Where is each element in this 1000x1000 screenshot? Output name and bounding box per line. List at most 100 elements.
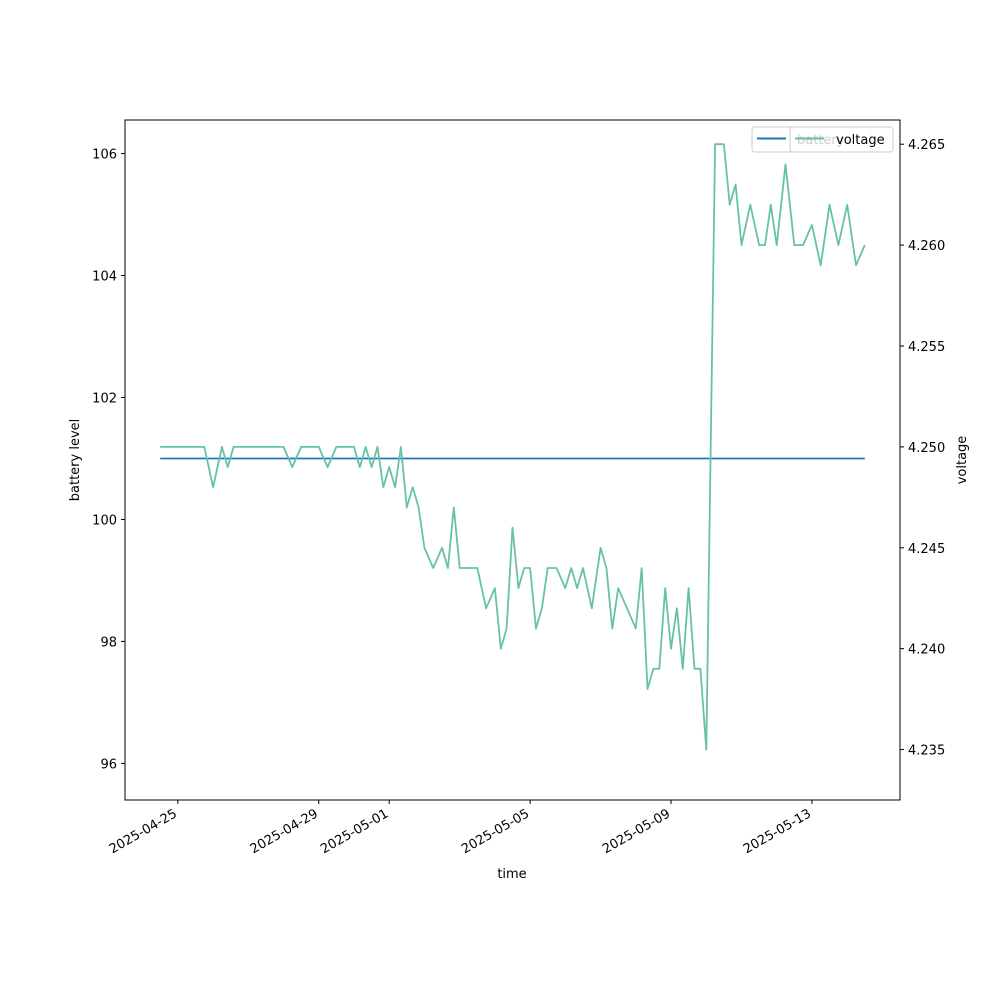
- voltage-point: [535, 628, 537, 630]
- voltage-point: [400, 446, 402, 448]
- voltage-point: [485, 607, 487, 609]
- voltage-point: [770, 204, 772, 206]
- voltage-point: [371, 466, 373, 468]
- voltage-point: [735, 184, 737, 186]
- voltage-point: [476, 567, 478, 569]
- voltage-point: [582, 567, 584, 569]
- right-tick-label: 4.260: [908, 239, 945, 254]
- voltage-point: [353, 446, 355, 448]
- voltage-point: [221, 446, 223, 448]
- voltage-point: [388, 466, 390, 468]
- voltage-point: [741, 244, 743, 246]
- voltage-point: [723, 143, 725, 145]
- voltage-point: [635, 628, 637, 630]
- right-tick-label: 4.235: [908, 744, 945, 759]
- voltage-point: [468, 567, 470, 569]
- voltage-point: [591, 607, 593, 609]
- voltage-point: [344, 446, 346, 448]
- voltage-point: [500, 648, 502, 650]
- legend-voltage-frame: [789, 126, 894, 153]
- voltage-point: [447, 567, 449, 569]
- voltage-point: [377, 446, 379, 448]
- voltage-point: [764, 244, 766, 246]
- legend-voltage: voltage: [789, 126, 894, 153]
- series-layer: [159, 143, 866, 751]
- voltage-point: [705, 749, 707, 751]
- voltage-point: [494, 587, 496, 589]
- voltage-point: [512, 527, 514, 529]
- battery-point: [864, 458, 866, 460]
- voltage-point: [327, 466, 329, 468]
- right-tick-label: 4.250: [908, 441, 945, 456]
- voltage-point: [776, 244, 778, 246]
- x-tick-label: 2025-04-29: [248, 806, 321, 857]
- voltage-point: [529, 567, 531, 569]
- voltage-point: [382, 486, 384, 488]
- voltage-point: [203, 446, 205, 448]
- voltage-point: [541, 607, 543, 609]
- left-axis-title: battery level: [68, 419, 83, 502]
- voltage-point: [652, 668, 654, 670]
- x-tick-label: 2025-05-05: [459, 806, 532, 857]
- x-tick-label: 2025-05-09: [600, 806, 673, 857]
- voltage-point: [159, 446, 161, 448]
- voltage-point: [694, 668, 696, 670]
- voltage-point: [300, 446, 302, 448]
- x-axis-title: time: [497, 867, 526, 882]
- voltage-point: [283, 446, 285, 448]
- voltage-point: [523, 567, 525, 569]
- voltage-point: [318, 446, 320, 448]
- left-tick-label: 106: [92, 148, 117, 163]
- voltage-point: [611, 628, 613, 630]
- left-axis-ticks: 96 98 100 102 104 106: [92, 148, 125, 772]
- voltage-point: [564, 587, 566, 589]
- voltage-point: [432, 567, 434, 569]
- voltage-point: [441, 547, 443, 549]
- right-axis-ticks: 4.235 4.240 4.245 4.250 4.255 4.260 4.265: [900, 138, 945, 759]
- voltage-point: [556, 567, 558, 569]
- left-tick-label: 104: [92, 270, 117, 285]
- plot-frame: [124, 119, 901, 801]
- battery-point: [159, 458, 161, 460]
- voltage-point: [453, 506, 455, 508]
- right-tick-label: 4.265: [908, 138, 945, 153]
- voltage-point: [291, 466, 293, 468]
- right-axis-title: voltage: [955, 436, 970, 485]
- voltage-point: [359, 466, 361, 468]
- voltage-point: [846, 204, 848, 206]
- x-tick-label: 2025-04-25: [107, 806, 180, 857]
- voltage-point: [459, 567, 461, 569]
- left-tick-label: 98: [100, 635, 117, 650]
- voltage-point: [227, 466, 229, 468]
- right-tick-label: 4.240: [908, 643, 945, 658]
- voltage-point: [576, 587, 578, 589]
- voltage-point: [406, 506, 408, 508]
- voltage-point: [605, 567, 607, 569]
- x-tick-label: 2025-05-13: [741, 806, 814, 857]
- voltage-point: [714, 143, 716, 145]
- voltage-point: [670, 648, 672, 650]
- voltage-point: [600, 547, 602, 549]
- voltage-point: [506, 628, 508, 630]
- voltage-point: [418, 506, 420, 508]
- voltage-point: [699, 668, 701, 670]
- voltage-point: [658, 668, 660, 670]
- voltage-point: [626, 607, 628, 609]
- voltage-point: [412, 486, 414, 488]
- voltage-point: [617, 587, 619, 589]
- voltage-point: [335, 446, 337, 448]
- left-tick-label: 102: [92, 391, 117, 406]
- voltage-point: [233, 446, 235, 448]
- left-tick-label: 96: [100, 757, 117, 772]
- voltage-point: [423, 547, 425, 549]
- voltage-point: [570, 567, 572, 569]
- voltage-point: [676, 607, 678, 609]
- voltage-point: [729, 204, 731, 206]
- voltage-series-line: [160, 143, 866, 751]
- voltage-point: [820, 264, 822, 266]
- voltage-point: [758, 244, 760, 246]
- right-tick-label: 4.255: [908, 340, 945, 355]
- voltage-point: [829, 204, 831, 206]
